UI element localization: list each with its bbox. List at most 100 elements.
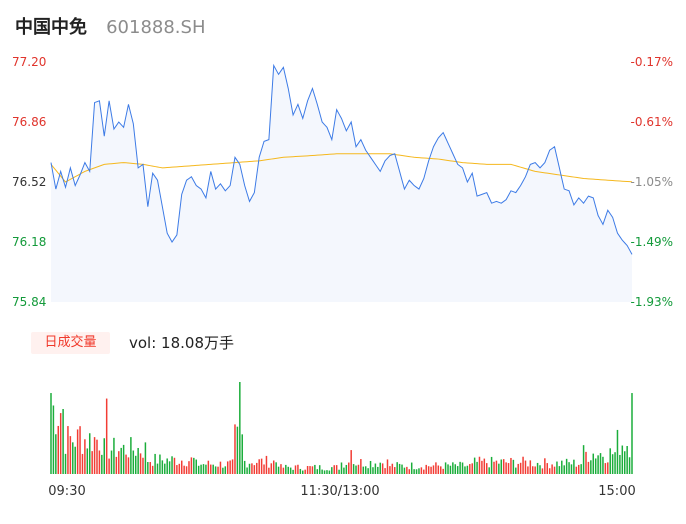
volume-bar: [74, 446, 76, 474]
volume-bar: [544, 458, 546, 474]
volume-bar: [55, 434, 57, 474]
volume-bar: [156, 463, 159, 474]
pct-tick-label: -1.05%: [631, 175, 673, 189]
volume-bar: [180, 460, 183, 474]
volume-bar: [597, 455, 599, 474]
volume-bar: [108, 458, 110, 474]
volume-bar: [168, 461, 171, 474]
volume-bar: [263, 464, 265, 474]
volume-bar: [280, 464, 282, 474]
volume-bar: [197, 465, 200, 474]
volume-bar: [611, 454, 614, 474]
volume-bar: [202, 464, 205, 474]
volume-bar: [316, 469, 319, 474]
volume-bar: [352, 464, 355, 474]
volume-bar: [277, 466, 280, 474]
volume-bar: [302, 470, 304, 474]
volume-bar: [469, 464, 471, 474]
volume-bar: [631, 393, 633, 474]
volume-bar: [149, 462, 151, 474]
volume-bar: [67, 426, 69, 474]
volume-bar: [561, 460, 563, 474]
volume-bar: [473, 457, 476, 474]
volume-bar: [323, 470, 326, 474]
volume-bar: [306, 466, 309, 474]
volume-bar: [294, 465, 297, 474]
volume-bar: [205, 464, 207, 474]
volume-bar: [430, 466, 432, 474]
volume-bar-chart[interactable]: 09:30 11:30/13:00 15:00: [0, 354, 686, 524]
average-price-line: [50, 153, 633, 183]
volume-bar: [413, 469, 415, 474]
volume-bar: [616, 429, 619, 474]
stock-name: 中国中免: [15, 17, 87, 38]
volume-bar: [185, 466, 188, 474]
volume-bar: [355, 465, 357, 474]
volume-bar: [84, 439, 86, 474]
volume-bar: [207, 460, 210, 474]
volume-bar: [345, 464, 348, 474]
volume-bar: [118, 451, 120, 474]
volume-bar: [289, 467, 292, 474]
volume-bar: [226, 461, 229, 474]
volume-bar: [391, 463, 394, 474]
volume-bar: [195, 459, 197, 474]
volume-bar: [142, 457, 144, 474]
volume-bar: [214, 466, 217, 474]
volume-bar: [481, 460, 483, 474]
pct-tick-label: -0.61%: [631, 115, 673, 129]
volume-bar: [621, 445, 624, 474]
volume-bar: [447, 464, 449, 474]
volume-bar: [360, 459, 362, 474]
volume-bar: [406, 466, 408, 474]
volume-bar: [575, 466, 578, 474]
volume-bar: [619, 454, 621, 474]
volume-bar: [592, 453, 595, 474]
volume-bar: [212, 464, 214, 474]
volume-bar: [256, 462, 258, 474]
volume-bar: [573, 459, 575, 474]
volume-bar: [241, 434, 243, 474]
volume-bar: [137, 447, 139, 474]
volume-bar: [86, 448, 89, 474]
volume-bar: [190, 457, 193, 474]
volume-bar: [536, 462, 539, 474]
volume-bar: [602, 456, 604, 474]
volume-bar: [350, 450, 352, 474]
volume-bar: [270, 463, 273, 474]
volume-bar: [454, 464, 457, 474]
volume-bar: [64, 453, 67, 474]
volume-bar: [529, 460, 532, 474]
volume-bar: [76, 429, 79, 474]
volume-bar: [517, 463, 519, 474]
volume-bar: [435, 462, 437, 474]
volume-bar: [442, 468, 444, 474]
volume-bar: [224, 466, 227, 474]
volume-tab[interactable]: 日成交量: [31, 332, 110, 354]
volume-bar: [604, 463, 607, 474]
volume-bar: [369, 460, 372, 474]
volume-bar: [183, 465, 185, 474]
volume-bar: [134, 455, 137, 474]
volume-bar: [340, 462, 343, 474]
volume-bar: [389, 466, 391, 474]
volume-bar: [505, 462, 507, 474]
volume-bar: [125, 454, 127, 474]
volume-bar: [425, 464, 427, 474]
volume-bar: [72, 442, 74, 474]
volume-bar: [507, 463, 510, 474]
volume-bar: [243, 460, 246, 474]
volume-bar: [176, 465, 178, 474]
time-tick-label: 11:30/13:00: [300, 484, 379, 499]
volume-bar: [377, 466, 379, 474]
volume-bar: [120, 447, 122, 474]
volume-bar: [384, 468, 386, 474]
volume-bar: [166, 458, 168, 474]
volume-bar: [338, 469, 340, 474]
intraday-price-chart[interactable]: 77.20 -0.17% 76.86 -0.61% 76.52 -1.05% 76.18 -1…: [0, 0, 686, 330]
stock-code: 601888.SH: [106, 17, 206, 38]
volume-bar: [335, 465, 338, 474]
volume-bar: [96, 439, 98, 474]
volume-bar: [449, 465, 452, 474]
pct-tick-label: -0.17%: [631, 55, 673, 69]
